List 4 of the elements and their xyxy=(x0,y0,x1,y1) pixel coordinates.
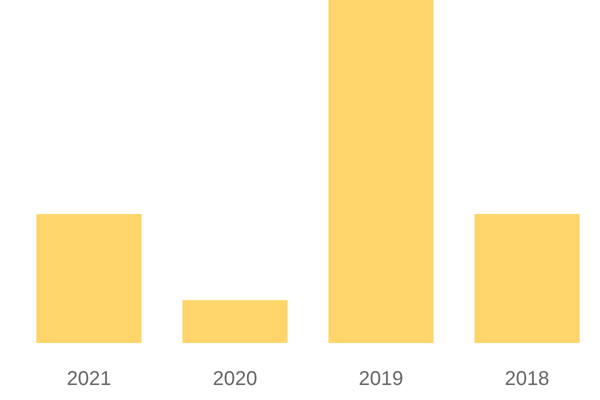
x-tick-label: 2020 xyxy=(212,368,258,390)
x-tick-label: 2019 xyxy=(358,368,404,390)
x-tick-label: 2021 xyxy=(66,368,112,390)
x-tick-label: 2018 xyxy=(504,368,550,390)
